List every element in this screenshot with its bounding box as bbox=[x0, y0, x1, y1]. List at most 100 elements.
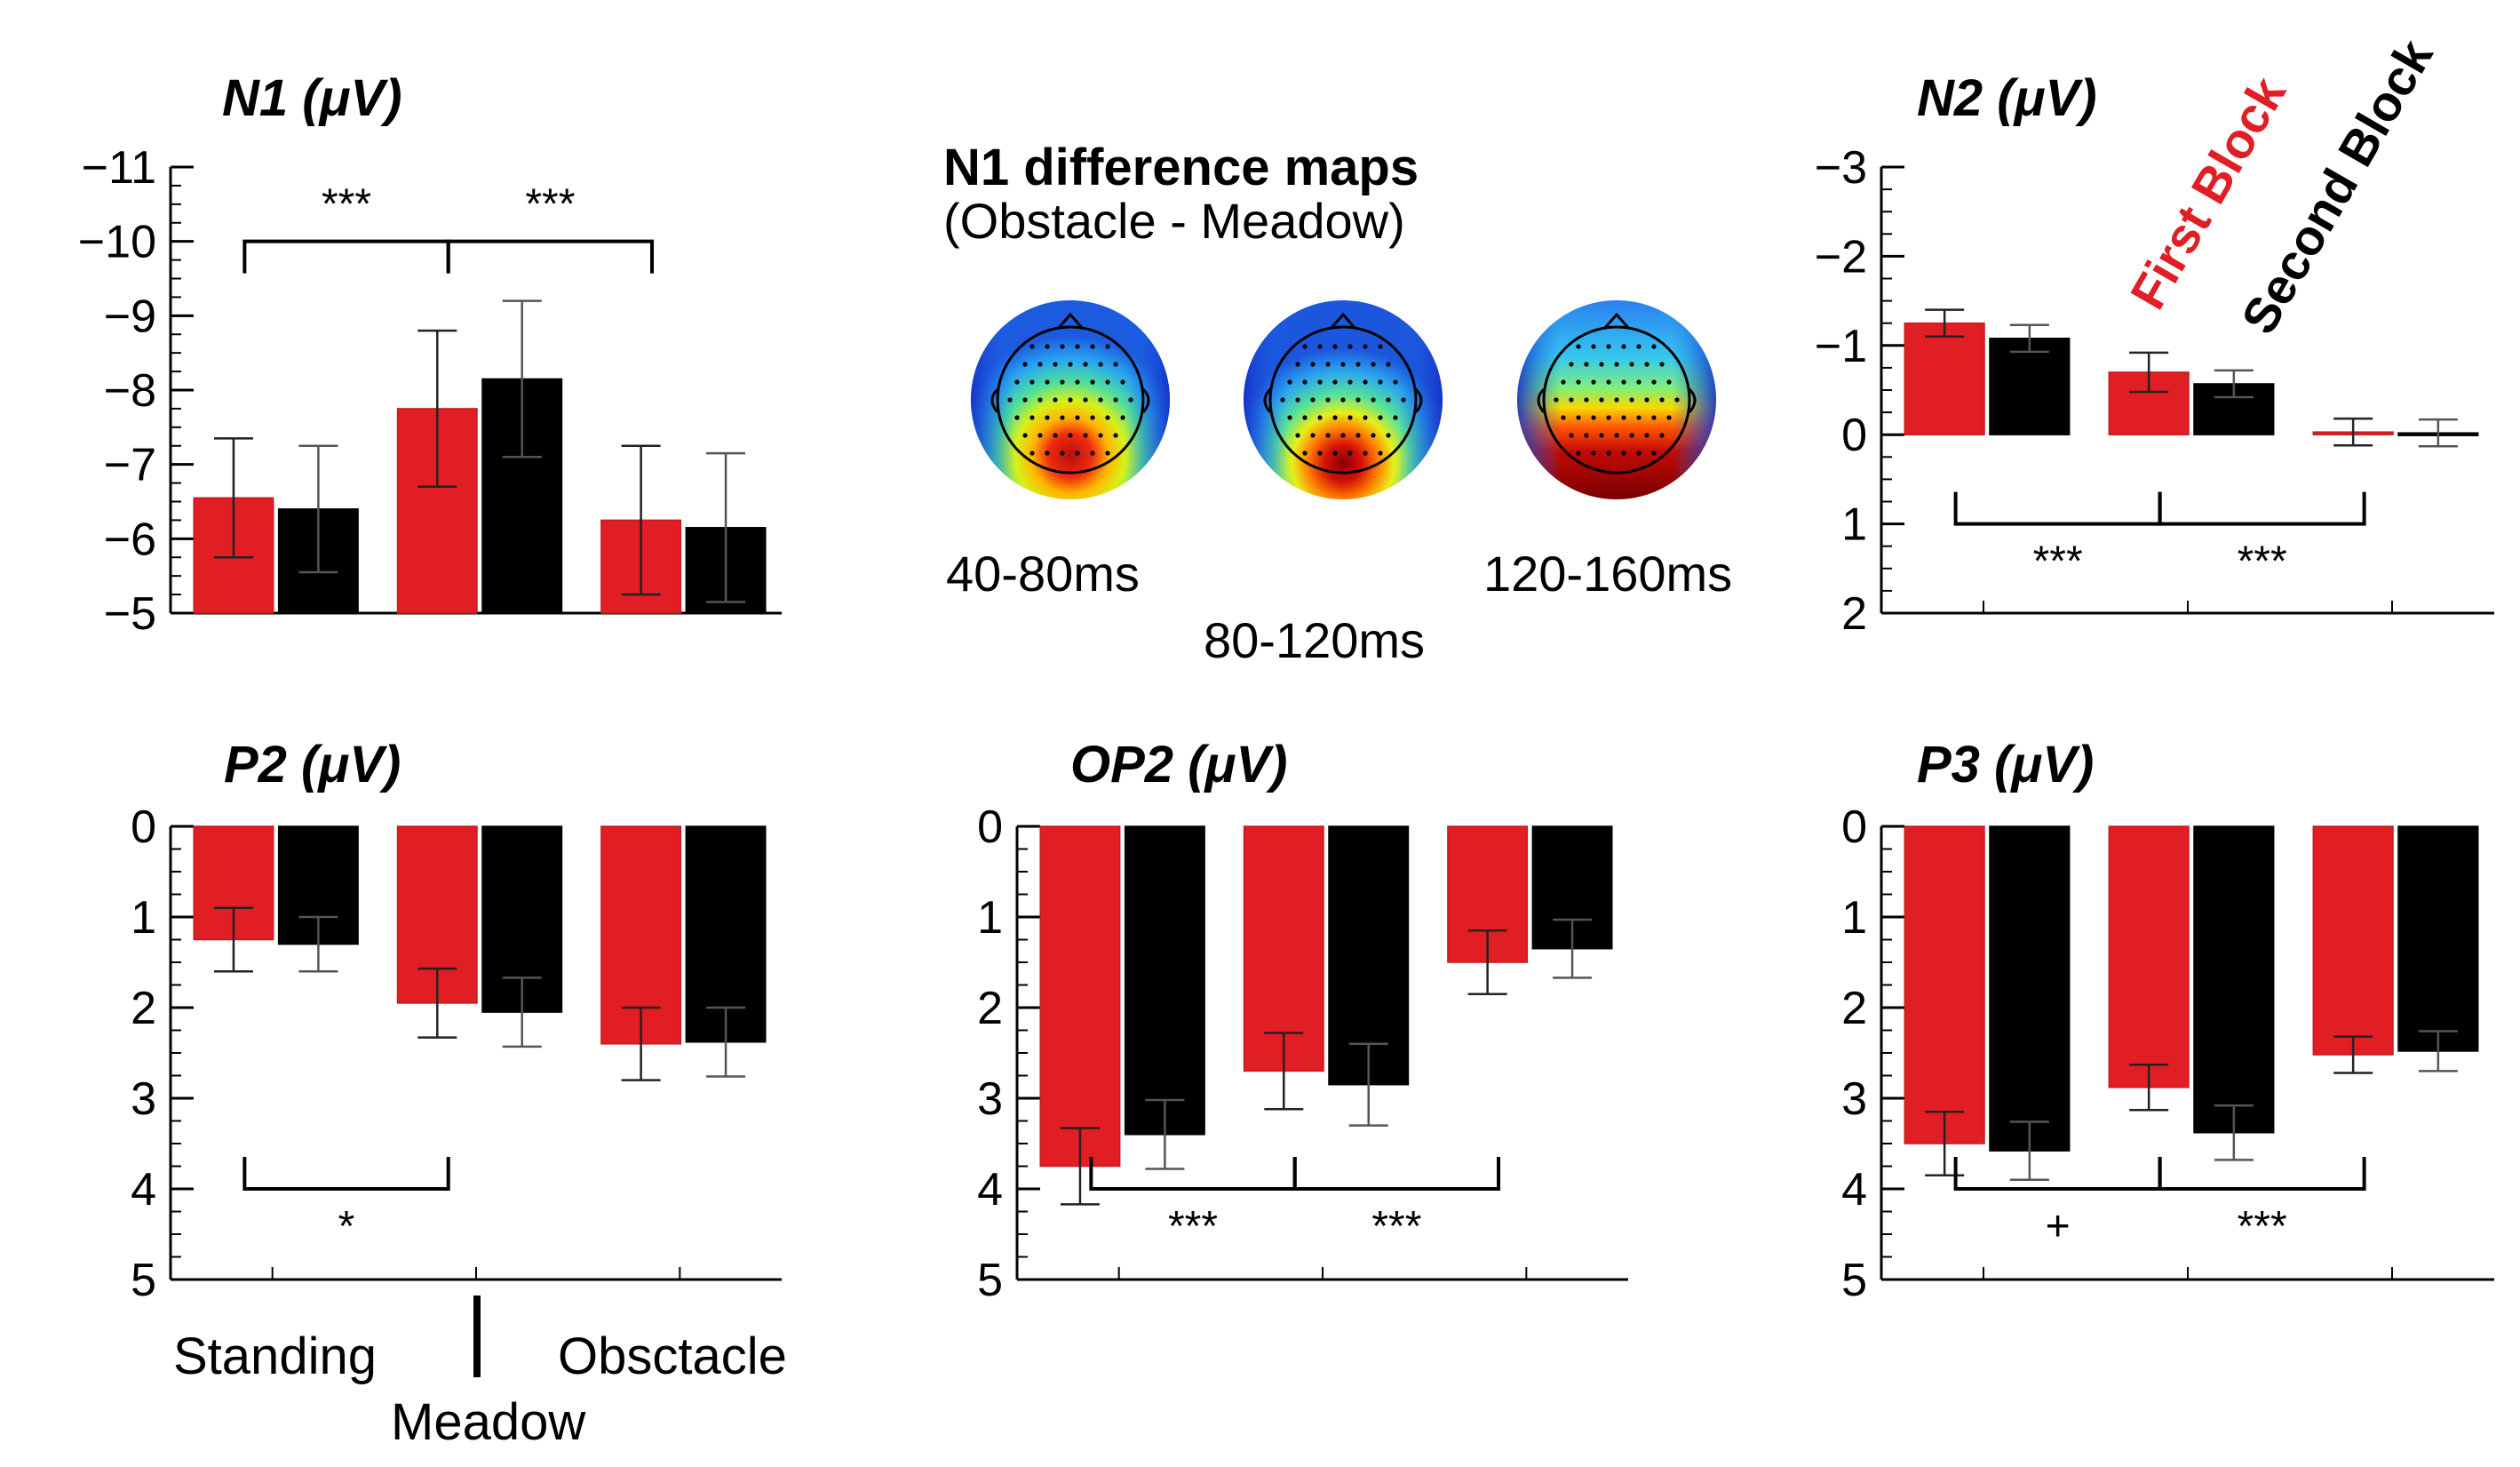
electrode-dot bbox=[1591, 450, 1596, 456]
op2-panel: OP2 (μV) 0 1 2 3 4 5 *** *** bbox=[977, 736, 1628, 1306]
electrode-dot bbox=[1621, 415, 1626, 420]
electrode-dot bbox=[1090, 415, 1095, 420]
map-label-80-120: 80-120ms bbox=[1204, 612, 1425, 668]
y-tick-label: −6 bbox=[104, 514, 156, 565]
electrode-dot bbox=[1105, 450, 1110, 456]
electrode-dot bbox=[1029, 450, 1035, 456]
n2-panel-title: N2 (μV) bbox=[1917, 69, 2097, 127]
electrode-dot bbox=[1636, 450, 1642, 456]
electrode-dot bbox=[1659, 433, 1665, 438]
electrode-dot bbox=[1636, 415, 1642, 420]
y-tick-label: 0 bbox=[1841, 410, 1867, 461]
electrode-dot bbox=[1332, 379, 1338, 385]
condition-labels: Standing Obsctacle Meadow bbox=[173, 1296, 787, 1451]
electrode-dot bbox=[1302, 379, 1308, 385]
p3-plot: 0 1 2 3 4 5 + *** bbox=[1841, 801, 2494, 1306]
bar-first-block-meadow bbox=[1243, 825, 1324, 1072]
electrode-dot bbox=[1090, 344, 1095, 349]
electrode-dot bbox=[1037, 433, 1043, 438]
n2-panel: N2 (μV) −3 −2 −1 0 1 2 *** *** bbox=[1815, 69, 2494, 640]
electrode-dot bbox=[1347, 450, 1353, 456]
electrode-dot bbox=[1068, 397, 1073, 403]
bar-second-block-obstacle bbox=[685, 825, 767, 1043]
y-tick-label: −11 bbox=[82, 142, 156, 194]
electrode-dot bbox=[1378, 379, 1383, 385]
y-tick-label: −2 bbox=[1815, 231, 1867, 283]
electrode-dot bbox=[1614, 362, 1619, 367]
electrode-dot bbox=[1037, 362, 1043, 367]
op2-panel-title: OP2 (μV) bbox=[1070, 736, 1287, 793]
electrode-dot bbox=[1083, 433, 1088, 438]
electrode-dot bbox=[1386, 433, 1391, 438]
difference-maps: N1 difference maps (Obstacle - Meadow) bbox=[943, 139, 1732, 668]
electrode-dot bbox=[1363, 379, 1368, 385]
p2-panel-title: P2 (μV) bbox=[224, 736, 401, 793]
n1-panel: N1 (μV) −11 −10 −9 −8 −7 −6 −5 *** *** bbox=[78, 69, 782, 640]
electrode-dot bbox=[1325, 433, 1331, 438]
electrode-dot bbox=[1060, 415, 1065, 420]
y-tick-label: 0 bbox=[977, 801, 1003, 853]
significance-bracket bbox=[1953, 491, 2162, 526]
electrode-dot bbox=[1644, 433, 1650, 438]
electrode-dot bbox=[1029, 379, 1035, 385]
bar-second-block-standing bbox=[1989, 825, 2071, 1152]
electrode-dot bbox=[1310, 397, 1316, 403]
bar-first-block-standing bbox=[1904, 322, 1985, 435]
bar-second-block-meadow bbox=[2193, 825, 2275, 1134]
electrode-dot bbox=[1014, 379, 1020, 385]
electrode-dot bbox=[1340, 397, 1346, 403]
electrode-dot bbox=[1614, 397, 1619, 403]
electrode-dot bbox=[1317, 379, 1323, 385]
electrode-dot bbox=[1378, 344, 1383, 349]
p2-plot: 0 1 2 3 4 5 * bbox=[131, 801, 782, 1306]
electrode-dot bbox=[1060, 344, 1065, 349]
condition-label-obstacle: Obsctacle bbox=[558, 1327, 787, 1385]
electrode-dot bbox=[1287, 415, 1292, 420]
p3-panel: P3 (μV) 0 1 2 3 4 5 + *** bbox=[1841, 736, 2494, 1306]
electrode-dot bbox=[1120, 379, 1125, 385]
significance-label: *** bbox=[322, 181, 371, 228]
electrode-dot bbox=[1053, 362, 1058, 367]
electrode-dot bbox=[1401, 397, 1406, 403]
y-tick-label: −9 bbox=[104, 291, 156, 342]
electrode-dot bbox=[1584, 397, 1589, 403]
y-tick-label: 1 bbox=[1841, 892, 1867, 944]
electrode-dot bbox=[1584, 362, 1589, 367]
electrode-dot bbox=[1576, 450, 1581, 456]
electrode-dot bbox=[1340, 433, 1346, 438]
electrode-dot bbox=[1310, 362, 1316, 367]
electrode-dot bbox=[1606, 344, 1611, 349]
significance-bracket bbox=[1089, 1157, 1297, 1191]
y-tick-label: 5 bbox=[977, 1255, 1003, 1306]
electrode-dot bbox=[1554, 397, 1559, 403]
electrode-dot bbox=[1007, 397, 1013, 403]
y-tick-label: 4 bbox=[131, 1164, 156, 1216]
electrode-dot bbox=[1347, 415, 1353, 420]
electrode-dot bbox=[1621, 344, 1626, 349]
electrode-dot bbox=[1332, 415, 1338, 420]
electrode-dot bbox=[1340, 362, 1346, 367]
y-tick-label: 5 bbox=[1841, 1255, 1867, 1306]
electrode-dot bbox=[1075, 415, 1080, 420]
electrode-dot bbox=[1591, 379, 1596, 385]
bar-first-block-standing bbox=[1904, 825, 1985, 1144]
electrode-dot bbox=[1606, 415, 1611, 420]
electrode-dot bbox=[1022, 362, 1028, 367]
electrode-dot bbox=[1045, 379, 1050, 385]
bar-second-block-obstacle bbox=[2397, 825, 2479, 1052]
electrode-dot bbox=[1659, 362, 1665, 367]
electrode-dot bbox=[1075, 379, 1080, 385]
topomap-80-120 bbox=[1244, 300, 1443, 499]
electrode-dot bbox=[1378, 415, 1383, 420]
topomap-120-160 bbox=[1517, 300, 1716, 499]
electrode-dot bbox=[1295, 433, 1300, 438]
y-tick-label: 2 bbox=[131, 983, 156, 1034]
electrode-dot bbox=[1113, 362, 1118, 367]
p3-panel-title: P3 (μV) bbox=[1917, 736, 2094, 793]
electrode-dot bbox=[1083, 397, 1088, 403]
electrode-dot bbox=[1644, 397, 1650, 403]
electrode-dot bbox=[1098, 397, 1103, 403]
electrode-dot bbox=[1674, 397, 1680, 403]
electrode-dot bbox=[1068, 433, 1073, 438]
